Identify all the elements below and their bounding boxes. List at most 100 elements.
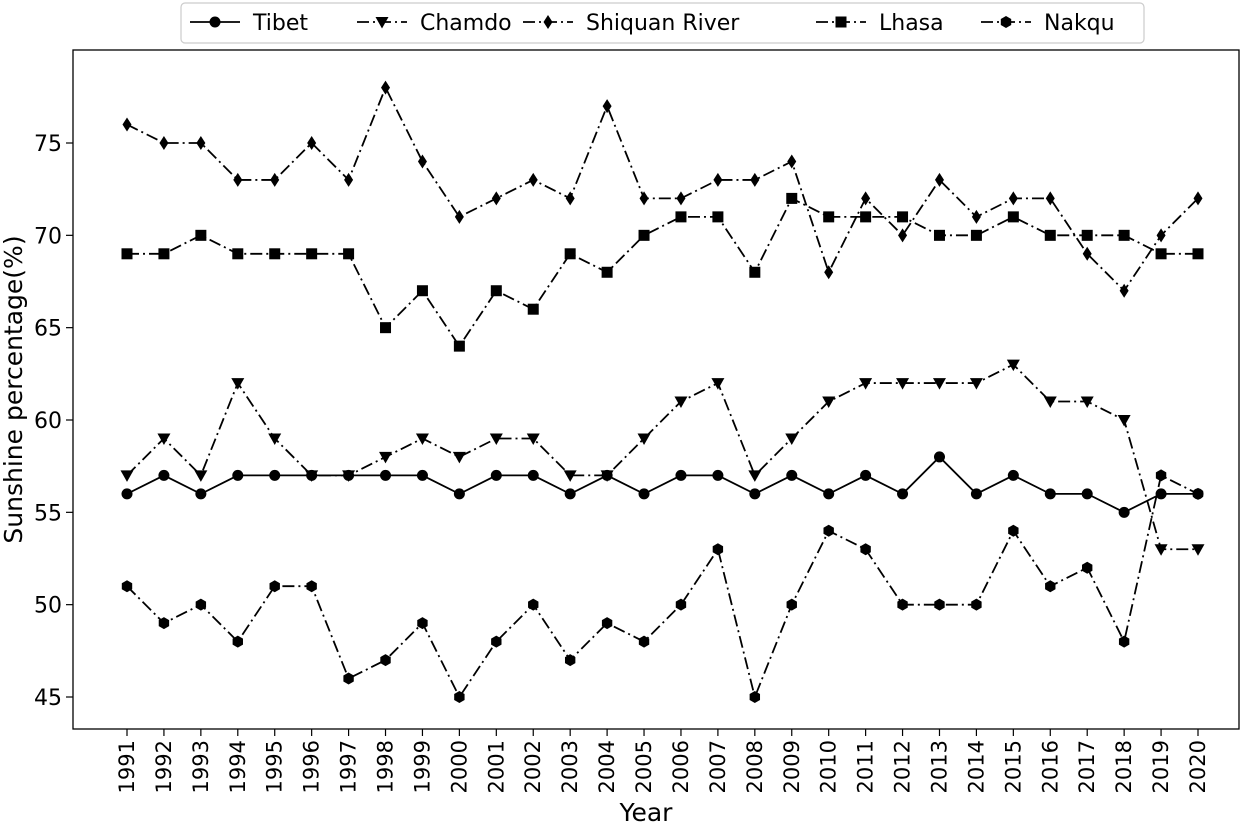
data-point-chamdo <box>748 470 762 482</box>
data-point-tibet <box>786 469 798 481</box>
data-point-nakqu <box>934 598 945 611</box>
data-point-nakqu <box>1082 561 1093 574</box>
data-point-shiquan-river <box>1082 246 1092 261</box>
legend-marker <box>209 16 221 28</box>
x-tick-label: 2013 <box>927 740 951 793</box>
data-point-chamdo <box>969 378 983 390</box>
data-point-chamdo <box>600 470 614 482</box>
data-point-chamdo <box>711 378 725 390</box>
x-tick-label: 2017 <box>1075 740 1099 793</box>
data-point-lhasa <box>786 192 798 204</box>
data-point-nakqu <box>269 580 280 593</box>
data-point-lhasa <box>564 248 576 260</box>
data-point-lhasa <box>343 248 355 260</box>
legend-entry-tibet: Tibet <box>190 11 308 36</box>
data-point-shiquan-river <box>1119 283 1129 298</box>
y-tick-label: 75 <box>34 132 62 157</box>
x-tick-label: 2003 <box>558 740 582 793</box>
series-line-lhasa <box>127 197 1198 348</box>
data-point-shiquan-river <box>528 172 538 187</box>
x-tick-label: 1999 <box>410 740 434 793</box>
data-point-shiquan-river <box>381 80 391 95</box>
data-point-tibet <box>970 488 982 500</box>
x-tick-label: 1992 <box>152 740 176 793</box>
series-shiquan-river <box>122 80 1203 298</box>
data-point-shiquan-river <box>307 136 317 150</box>
data-point-nakqu <box>638 635 650 648</box>
data-point-nakqu <box>195 598 207 611</box>
data-point-chamdo <box>452 451 466 464</box>
data-point-nakqu <box>897 598 908 611</box>
data-point-nakqu <box>121 580 133 593</box>
data-point-shiquan-river <box>565 191 575 206</box>
legend-marker <box>543 15 553 29</box>
data-point-chamdo <box>1154 544 1168 556</box>
data-point-chamdo <box>674 396 688 409</box>
data-point-nakqu <box>306 580 317 593</box>
data-point-shiquan-river <box>491 191 501 206</box>
data-point-shiquan-river <box>971 209 981 224</box>
y-tick-label: 70 <box>34 224 62 249</box>
data-point-nakqu <box>491 635 502 648</box>
data-point-tibet <box>195 488 207 500</box>
x-tick-label: 2018 <box>1112 740 1136 793</box>
x-tick-label: 2002 <box>521 740 545 793</box>
data-point-chamdo <box>489 433 503 445</box>
data-point-tibet <box>527 469 539 481</box>
data-point-lhasa <box>269 248 281 260</box>
data-point-lhasa <box>601 266 613 278</box>
y-tick-label: 50 <box>34 594 62 619</box>
legend-entry-lhasa: Lhasa <box>816 11 944 36</box>
data-point-tibet <box>232 469 244 481</box>
x-tick-label: 2004 <box>595 740 619 793</box>
data-point-chamdo <box>526 433 540 445</box>
x-tick-label: 2009 <box>780 740 804 793</box>
data-point-lhasa <box>970 229 982 241</box>
data-point-lhasa <box>897 211 909 223</box>
legend-label: Tibet <box>252 11 308 36</box>
data-point-shiquan-river <box>122 117 132 132</box>
x-tick-label: 2000 <box>447 740 471 793</box>
data-point-lhasa <box>121 248 133 260</box>
x-axis-label: Year <box>619 798 674 825</box>
data-point-tibet <box>490 469 502 481</box>
data-point-lhasa <box>490 285 502 297</box>
legend-box <box>180 2 1145 44</box>
data-point-shiquan-river <box>787 154 797 169</box>
data-point-chamdo <box>157 433 171 445</box>
data-point-shiquan-river <box>934 172 944 187</box>
series-line-chamdo <box>126 363 1198 551</box>
data-point-shiquan-river <box>233 172 243 187</box>
data-point-tibet <box>453 488 465 500</box>
x-tick-label: 1994 <box>226 740 250 793</box>
data-point-nakqu <box>749 691 761 703</box>
x-tick-label: 2015 <box>1001 740 1025 793</box>
data-point-lhasa <box>1081 229 1093 241</box>
x-tick-label: 2012 <box>891 740 915 793</box>
data-point-chamdo <box>1080 396 1094 409</box>
data-point-nakqu <box>1045 580 1056 593</box>
data-point-chamdo <box>194 470 208 482</box>
data-point-tibet <box>749 488 761 500</box>
data-point-chamdo <box>637 433 651 445</box>
data-point-lhasa <box>158 248 170 260</box>
x-tick-label: 2020 <box>1186 740 1210 793</box>
data-point-shiquan-river <box>454 209 464 224</box>
data-point-shiquan-river <box>602 99 612 114</box>
series-tibet <box>121 451 1204 518</box>
data-point-tibet <box>823 488 835 500</box>
data-point-shiquan-river <box>750 172 760 187</box>
x-tick-label: 1995 <box>263 740 287 793</box>
data-point-chamdo <box>120 470 134 482</box>
data-point-chamdo <box>1006 359 1020 372</box>
data-point-nakqu <box>454 691 465 703</box>
data-point-shiquan-river <box>713 172 723 187</box>
data-point-shiquan-river <box>417 154 427 169</box>
data-point-lhasa <box>638 229 650 241</box>
data-point-nakqu <box>528 598 539 611</box>
x-tick-label: 1993 <box>189 740 213 793</box>
data-point-nakqu <box>786 598 797 611</box>
data-point-lhasa <box>1192 248 1204 260</box>
data-point-shiquan-river <box>1008 191 1018 206</box>
